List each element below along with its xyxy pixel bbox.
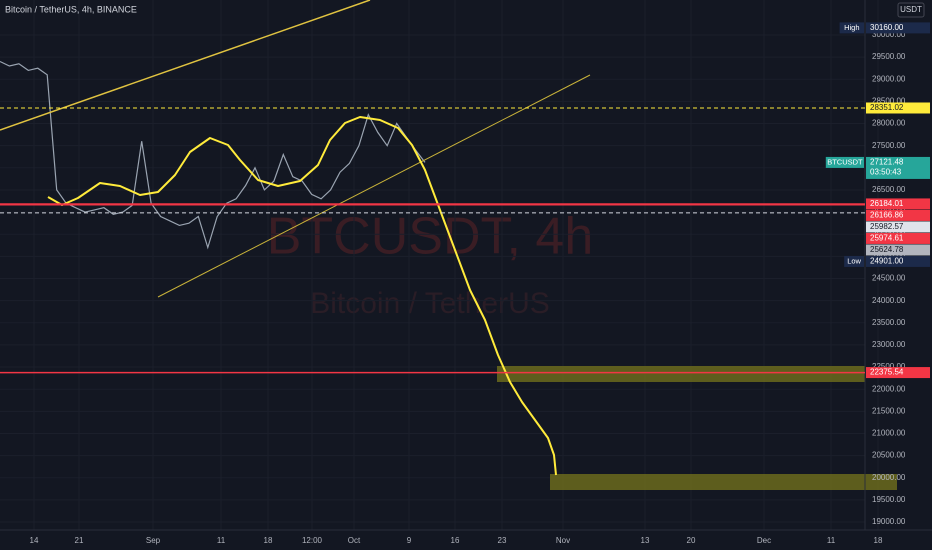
y-tick-label: 29500.00 [872,52,906,61]
price-label: 25974.61 [870,234,904,243]
price-label: 24901.00 [870,257,904,266]
y-tick-label: 28500.00 [872,97,906,106]
y-tick-label: 29000.00 [872,74,906,83]
tag-box [839,22,864,34]
y-tick-label: 27500.00 [872,141,906,150]
price-label-box [866,255,930,267]
y-tick-label: 23000.00 [872,340,906,349]
tag: BTCUSDT [827,157,863,166]
price-label-box [866,102,930,114]
target-zone [497,366,865,382]
y-tick-label: 24000.00 [872,296,906,305]
trend-line [0,0,371,131]
price-label: 30160.00 [870,23,904,32]
y-tick-label: 21500.00 [872,406,906,415]
y-tick-label: 22500.00 [872,362,906,371]
x-tick-label: Dec [757,536,771,545]
price-label-box [866,22,930,34]
x-tick-label: 12:00 [302,536,323,545]
y-tick-label: 24500.00 [872,274,906,283]
x-tick-label: 13 [641,536,650,545]
tag-box [825,156,864,168]
x-tick-label: Oct [348,536,361,545]
y-tick-label: 19500.00 [872,495,906,504]
y-tick-label: 28000.00 [872,119,906,128]
x-tick-label: 20 [687,536,696,545]
symbol-title: Bitcoin / TetherUS, 4h, BINANCE [5,4,137,14]
x-tick-label: 16 [451,536,460,545]
x-tick-label: 18 [874,536,883,545]
projection-curve [47,116,557,476]
x-tick-label: Sep [146,536,161,545]
price-label: 27121.48 [870,158,904,167]
countdown: 03:50:43 [870,168,902,177]
y-tick-label: 19000.00 [872,517,906,526]
price-label: 26184.01 [870,199,904,208]
price-label-box [866,221,930,233]
price-label: 25624.78 [870,245,904,254]
y-tick-label: 30000.00 [872,30,906,39]
currency-box [897,2,925,18]
price-label-box [866,198,930,210]
x-tick-label: 23 [498,536,507,545]
x-tick-label: 14 [30,536,39,545]
x-tick-label: 9 [407,536,412,545]
price-label-box [866,367,930,379]
x-tick-label: Nov [556,536,570,545]
currency[interactable]: USDT [900,5,922,14]
tag: Low [847,256,861,265]
tag: High [844,23,859,32]
y-tick-label: 20000.00 [872,473,906,482]
target-zone [550,474,897,490]
y-tick-label: 21000.00 [872,429,906,438]
y-tick-label: 23500.00 [872,318,906,327]
plot [0,60,426,250]
x-tick-label: 11 [827,536,836,545]
tag-box [844,255,864,267]
watermark-name: Bitcoin / TetherUS [310,287,550,320]
x-tick-label: 18 [264,536,273,545]
price-label-box [866,244,930,256]
y-tick-label: 26500.00 [872,185,906,194]
price-label: 26166.86 [870,211,904,220]
price-label: 28351.02 [870,103,904,112]
price-label-box [866,232,930,244]
price-label-box [866,209,930,221]
y-tick-label: 22000.00 [872,384,906,393]
price-label-box [866,156,930,179]
x-tick-label: 11 [217,536,226,545]
y-tick-label: 20500.00 [872,451,906,460]
x-tick-label: 21 [75,536,84,545]
price-label: 25982.57 [870,222,904,231]
price-label: 22375.54 [870,368,904,377]
trend-line [157,74,591,298]
